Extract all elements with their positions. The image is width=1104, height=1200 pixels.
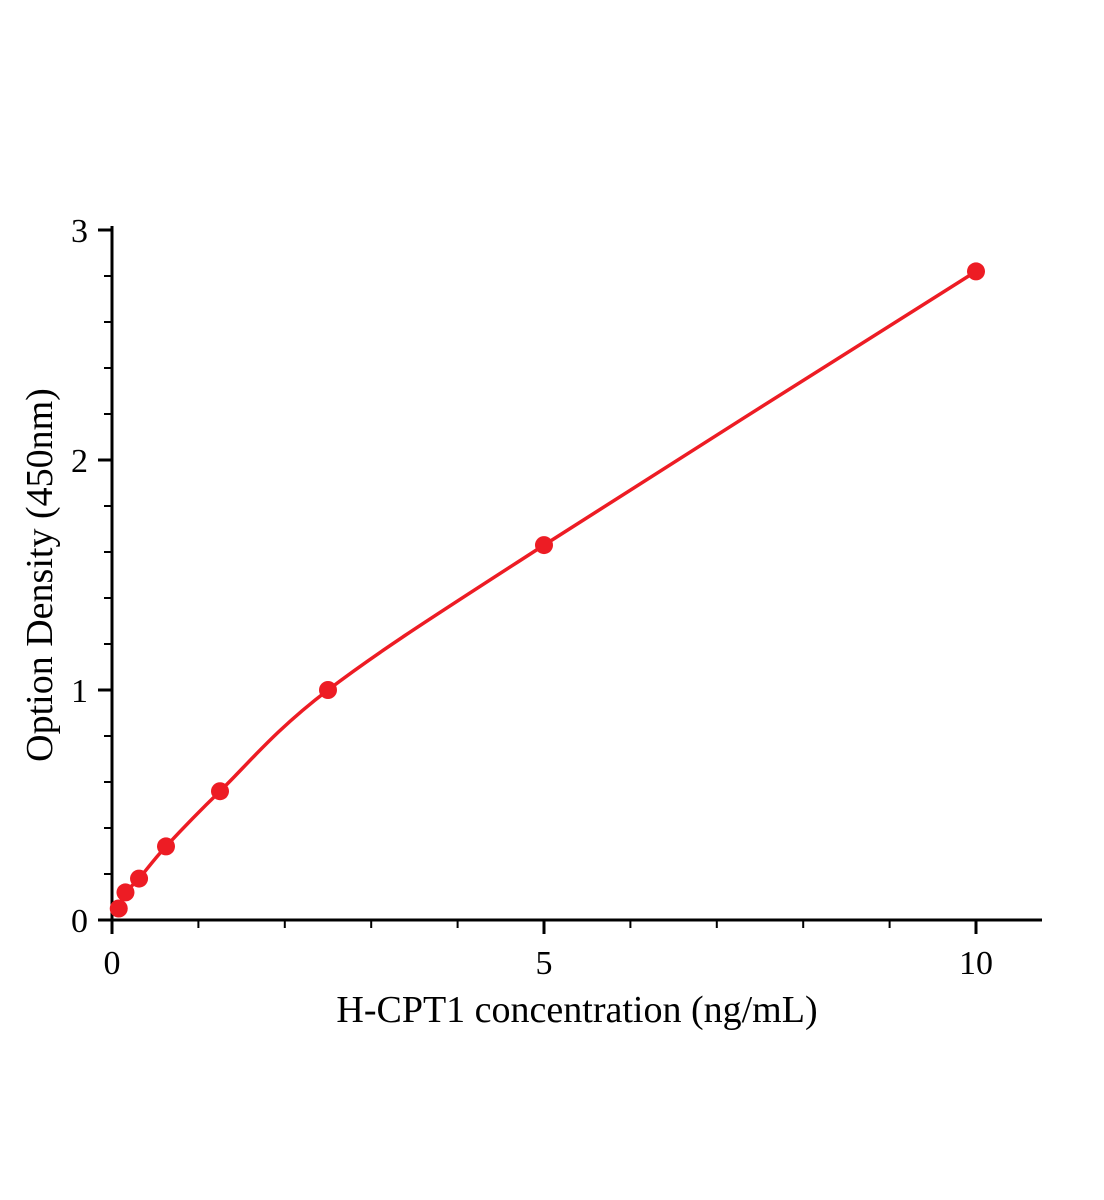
y-tick-label: 0 <box>71 903 88 940</box>
data-point-marker <box>319 681 337 699</box>
plot-layer: 0 1 2 3 0 5 10 <box>71 213 1042 982</box>
x-tick-label: 0 <box>104 945 121 982</box>
data-point-marker <box>967 262 985 281</box>
x-tick-label: 10 <box>959 945 993 982</box>
y-tick-label: 1 <box>71 673 88 710</box>
data-point-marker <box>211 782 229 801</box>
y-axis-title: Option Density (450nm) <box>19 388 61 762</box>
x-tick-label: 5 <box>536 945 553 982</box>
data-point-marker <box>116 883 135 902</box>
y-tick-label: 3 <box>71 213 88 250</box>
x-axis-title: H-CPT1 concentration (ng/mL) <box>336 989 817 1031</box>
data-point-marker <box>535 536 553 555</box>
data-point-marker <box>130 869 149 888</box>
data-point-marker <box>109 899 128 918</box>
standard-curve-line <box>117 269 977 910</box>
data-point-marker <box>157 837 175 856</box>
y-tick-label: 2 <box>71 443 88 480</box>
